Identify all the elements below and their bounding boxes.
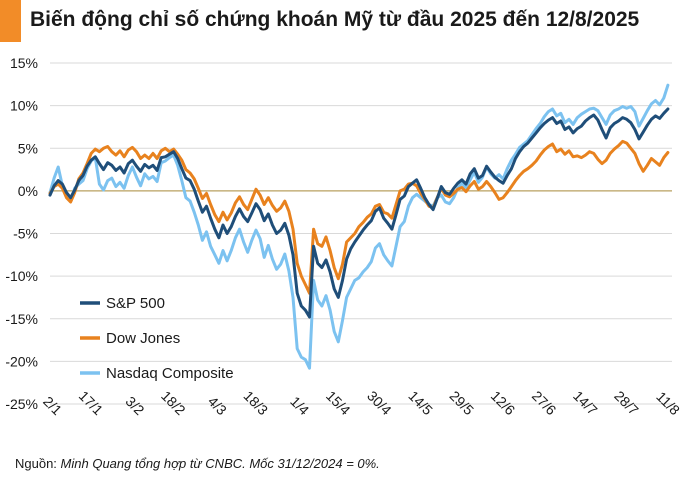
- legend-label-sp500: S&P 500: [106, 295, 165, 312]
- x-tick-label: 14/7: [570, 388, 601, 419]
- y-tick-label: 5%: [18, 140, 38, 156]
- x-tick-label: 29/5: [447, 388, 478, 419]
- source-text: Minh Quang tổng hợp từ CNBC. Mốc 31/12/2…: [60, 456, 380, 471]
- x-tick-label: 4/3: [205, 393, 230, 418]
- x-tick-label: 18/3: [241, 388, 272, 419]
- y-tick-label: -10%: [5, 268, 38, 284]
- x-tick-label: 2/1: [40, 393, 65, 418]
- source-note: Nguồn: Minh Quang tổng hợp từ CNBC. Mốc …: [15, 456, 380, 471]
- legend: S&P 500 Dow Jones Nasdaq Composite: [80, 295, 234, 382]
- y-tick-label: 15%: [10, 55, 38, 71]
- source-prefix: Nguồn:: [15, 456, 61, 471]
- x-tick-label: 12/6: [488, 388, 519, 419]
- x-tick-label: 14/5: [405, 388, 436, 419]
- y-tick-label: 10%: [10, 98, 38, 114]
- x-tick-label: 11/8: [653, 388, 683, 418]
- y-axis-ticks: 15% 10% 5% 0% -5% -10% -15% -20% -25%: [5, 55, 38, 412]
- legend-label-dowjones: Dow Jones: [106, 330, 180, 347]
- x-tick-label: 3/2: [122, 393, 147, 418]
- x-tick-label: 27/6: [529, 388, 560, 419]
- x-tick-label: 15/4: [323, 388, 354, 419]
- x-tick-label: 1/4: [287, 393, 312, 418]
- x-tick-label: 30/4: [364, 388, 395, 419]
- y-tick-label: -20%: [5, 353, 38, 369]
- chart-title: Biến động chỉ số chứng khoán Mỹ từ đầu 2…: [30, 8, 640, 31]
- x-axis-ticks: 2/1 17/1 3/2 18/2 4/3 18/3 1/4 15/4 30/4 14/5 29/5…: [40, 388, 683, 419]
- title-accent-bar: [0, 0, 21, 42]
- series-line-nasdaq: [48, 83, 670, 370]
- x-tick-label: 18/2: [158, 388, 189, 419]
- y-tick-label: -25%: [5, 396, 38, 412]
- x-tick-label: 28/7: [611, 388, 642, 419]
- legend-label-nasdaq: Nasdaq Composite: [106, 365, 234, 382]
- x-tick-label: 17/1: [76, 388, 107, 419]
- series-line-sp500: [48, 107, 670, 319]
- y-tick-label: -5%: [13, 226, 38, 242]
- series-layer: [48, 83, 670, 370]
- series-line-dowjones: [48, 139, 670, 295]
- y-tick-label: -15%: [5, 311, 38, 327]
- y-tick-label: 0%: [18, 183, 38, 199]
- grid-layer: [50, 62, 672, 405]
